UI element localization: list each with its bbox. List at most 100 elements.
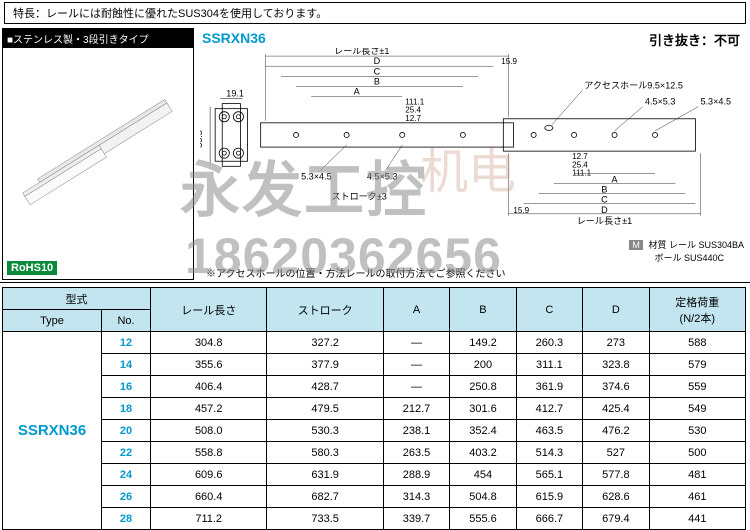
- cell-load: 588: [649, 332, 745, 354]
- cell-stroke: 327.2: [267, 332, 383, 354]
- drawing-footnote: ※アクセスホールの位置・方法レールの取付方法でご参照ください: [206, 265, 506, 280]
- table-row: 24609.6631.9288.9454565.1577.8481: [3, 464, 746, 486]
- cell-load: 441: [649, 508, 745, 530]
- cell-no: 18: [102, 398, 151, 420]
- access-hole-label: アクセスホール9.5×12.5: [584, 80, 683, 90]
- rohs-badge: RoHS10: [7, 261, 57, 275]
- dim-stroke: ストローク±3: [331, 192, 386, 202]
- cell-no: 24: [102, 464, 151, 486]
- table-row: SSRXN3612304.8327.2—149.2260.3273588: [3, 332, 746, 354]
- svg-text:111.1: 111.1: [572, 168, 592, 177]
- cell-a: 288.9: [383, 464, 449, 486]
- cell-rail: 660.4: [151, 486, 267, 508]
- cell-rail: 711.2: [151, 508, 267, 530]
- spec-table: 型式 レール長さ ストローク A B C D 定格荷重 (N/2本) Type …: [2, 287, 746, 530]
- cell-c: 463.5: [516, 420, 582, 442]
- cell-d: 374.6: [583, 376, 649, 398]
- material-badge: M: [629, 240, 643, 250]
- svg-text:C: C: [374, 66, 381, 76]
- cell-load: 461: [649, 486, 745, 508]
- svg-text:5.3×4.5: 5.3×4.5: [301, 171, 332, 181]
- product-rail-image: [3, 48, 193, 258]
- material-1: レール SUS304BA: [669, 240, 744, 250]
- cell-a: 212.7: [383, 398, 449, 420]
- svg-text:A: A: [612, 174, 619, 184]
- pullout-label: 引き抜き：不可: [649, 30, 740, 49]
- cell-b: 555.6: [450, 508, 516, 530]
- cell-stroke: 682.7: [267, 486, 383, 508]
- svg-text:15.9: 15.9: [513, 206, 529, 215]
- product-box-title: ■ステンレス製・3段引きタイプ: [3, 29, 193, 48]
- cell-d: 577.8: [583, 464, 649, 486]
- svg-text:C: C: [601, 195, 608, 205]
- drawing-svg: 19.1 35.3: [200, 48, 746, 250]
- cell-stroke: 428.7: [267, 376, 383, 398]
- cell-d: 273: [583, 332, 649, 354]
- cell-b: 149.2: [450, 332, 516, 354]
- cell-b: 352.4: [450, 420, 516, 442]
- cell-a: 314.3: [383, 486, 449, 508]
- table-row: 20508.0530.3238.1352.4463.5476.2530: [3, 420, 746, 442]
- cell-d: 527: [583, 442, 649, 464]
- technical-drawing: SSRXN36 引き抜き：不可 19.1 35.3: [196, 26, 750, 282]
- cell-b: 301.6: [450, 398, 516, 420]
- cell-c: 311.1: [516, 354, 582, 376]
- cell-c: 514.3: [516, 442, 582, 464]
- svg-text:D: D: [374, 56, 381, 66]
- th-c: C: [516, 288, 582, 332]
- th-a: A: [383, 288, 449, 332]
- dim-width: 19.1: [226, 89, 244, 99]
- svg-text:4.5×5.3: 4.5×5.3: [645, 97, 676, 107]
- cell-no: 12: [102, 332, 151, 354]
- table-row: 16406.4428.7—250.8361.9374.6559: [3, 376, 746, 398]
- top-feature-note: 特長：レールには耐蝕性に優れたSUS304を使用しております。: [4, 2, 746, 24]
- cell-d: 425.4: [583, 398, 649, 420]
- cell-rail: 508.0: [151, 420, 267, 442]
- cell-d: 323.8: [583, 354, 649, 376]
- cell-rail: 558.8: [151, 442, 267, 464]
- cell-no: 22: [102, 442, 151, 464]
- type-cell: SSRXN36: [3, 332, 102, 530]
- svg-text:12.7: 12.7: [405, 114, 421, 123]
- table-row: 22558.8580.3263.5403.2514.3527500: [3, 442, 746, 464]
- cell-a: 263.5: [383, 442, 449, 464]
- th-type: Type: [3, 310, 102, 332]
- th-stroke: ストローク: [267, 288, 383, 332]
- material-box: M 材質 レール SUS304BA ボール SUS440C: [629, 238, 744, 264]
- cell-c: 260.3: [516, 332, 582, 354]
- cell-b: 504.8: [450, 486, 516, 508]
- cell-a: —: [383, 354, 449, 376]
- cell-c: 412.7: [516, 398, 582, 420]
- th-raillen: レール長さ: [151, 288, 267, 332]
- dim-height: 35.3: [200, 130, 204, 148]
- product-image-box: ■ステンレス製・3段引きタイプ RoHS10: [2, 28, 194, 280]
- cell-load: 549: [649, 398, 745, 420]
- cell-rail: 355.6: [151, 354, 267, 376]
- table-row: 18457.2479.5212.7301.6412.7425.4549: [3, 398, 746, 420]
- cell-a: —: [383, 376, 449, 398]
- cell-rail: 304.8: [151, 332, 267, 354]
- table-row: 14355.6377.9—200311.1323.8579: [3, 354, 746, 376]
- cell-load: 500: [649, 442, 745, 464]
- cell-load: 481: [649, 464, 745, 486]
- th-b: B: [450, 288, 516, 332]
- cell-b: 250.8: [450, 376, 516, 398]
- cell-stroke: 631.9: [267, 464, 383, 486]
- dim-rail-length-bot: レール長さ±1: [577, 216, 632, 226]
- th-load: 定格荷重 (N/2本): [649, 288, 745, 332]
- svg-text:15.9: 15.9: [501, 57, 517, 66]
- th-type-jp: 型式: [3, 288, 151, 310]
- th-no: No.: [102, 310, 151, 332]
- cell-no: 28: [102, 508, 151, 530]
- cell-c: 615.9: [516, 486, 582, 508]
- cell-c: 361.9: [516, 376, 582, 398]
- cell-no: 26: [102, 486, 151, 508]
- cell-no: 16: [102, 376, 151, 398]
- svg-text:5.3×4.5: 5.3×4.5: [700, 97, 731, 107]
- svg-text:B: B: [601, 185, 607, 195]
- model-label: SSRXN36: [202, 30, 266, 46]
- svg-text:4.5×5.3: 4.5×5.3: [367, 171, 398, 181]
- cell-no: 20: [102, 420, 151, 442]
- svg-text:D: D: [601, 205, 608, 215]
- cell-rail: 406.4: [151, 376, 267, 398]
